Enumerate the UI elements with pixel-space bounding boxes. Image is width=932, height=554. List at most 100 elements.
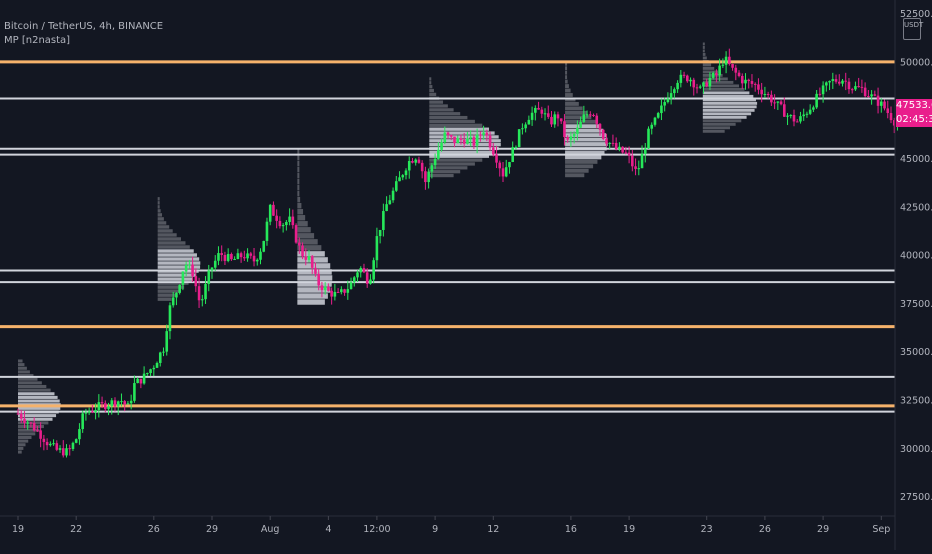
candle-body — [475, 134, 479, 146]
candle-body — [569, 136, 573, 140]
candle-body — [459, 138, 463, 140]
volume-profile-row — [18, 406, 61, 410]
volume-profile-row — [429, 85, 433, 89]
candle-body — [175, 292, 178, 298]
candle-body — [424, 171, 427, 183]
candle-body — [275, 215, 278, 221]
candle-body — [469, 137, 472, 139]
volume-profile-row — [297, 209, 304, 215]
candle-body — [682, 74, 686, 76]
candle-body — [317, 273, 320, 286]
volume-profile-row — [702, 122, 736, 126]
candle-body — [527, 119, 531, 125]
candle-body — [760, 89, 763, 95]
candle-body — [294, 225, 298, 243]
candle-body — [783, 104, 786, 117]
candle-body — [728, 56, 731, 64]
volume-profile-row — [297, 196, 301, 203]
volume-profile-row — [565, 110, 587, 115]
candle-body — [834, 79, 838, 82]
volume-profile-row — [702, 84, 740, 88]
volume-profile-row — [565, 151, 605, 155]
volume-profile-row — [297, 239, 318, 245]
candle-body — [456, 138, 460, 144]
candle-body — [91, 411, 94, 413]
candle-body — [479, 134, 482, 136]
price-axis-label: 32500.00 — [900, 396, 932, 407]
candle-body — [757, 84, 760, 90]
volume-profile-row — [702, 63, 712, 67]
candle-body — [828, 80, 831, 83]
currency-badge[interactable]: USDT — [903, 18, 923, 40]
candle-body — [87, 411, 91, 413]
candle-body — [521, 128, 524, 130]
candle-body — [430, 165, 434, 172]
volume-profile-row — [18, 359, 23, 363]
volume-profile-row — [18, 414, 57, 418]
volume-profile-row — [565, 164, 594, 169]
symbol-title[interactable]: Bitcoin / TetherUS, 4h, BINANCE — [4, 21, 164, 32]
volume-profile-row — [429, 88, 434, 93]
candle-body — [194, 276, 198, 287]
time-axis-label: 12 — [487, 524, 499, 535]
candle-body — [184, 265, 188, 272]
candle-body — [29, 422, 33, 424]
candle-body — [892, 120, 896, 126]
price-axis-label: 50000.00 — [900, 57, 932, 68]
candle-body — [744, 79, 747, 84]
candle-body — [611, 142, 615, 144]
candle-body — [58, 448, 62, 450]
volume-profile-row — [429, 173, 454, 178]
candle-body — [272, 204, 275, 216]
candle-body — [669, 93, 673, 99]
candle-body — [734, 67, 738, 73]
candle-body — [139, 378, 143, 384]
candle-body — [637, 168, 641, 170]
candle-body — [860, 86, 864, 88]
volume-profile-row — [18, 399, 60, 403]
chart-legend: Bitcoin / TetherUS, 4h, BINANCE MP [n2na… — [4, 20, 163, 48]
volume-profile-row — [18, 428, 40, 432]
volume-profile-row — [429, 158, 483, 162]
time-axis-label: 29 — [817, 524, 829, 535]
volume-profile-row — [429, 143, 501, 147]
candle-body — [407, 160, 411, 171]
candle-body — [446, 132, 450, 136]
candle-body — [104, 403, 107, 410]
candle-body — [129, 400, 133, 404]
volume-profile-row — [297, 251, 325, 257]
time-axis-label: 19 — [623, 524, 635, 535]
volume-profile-row — [702, 129, 725, 133]
candle-body — [627, 152, 631, 156]
candle-body — [715, 72, 718, 76]
candle-body — [110, 400, 114, 407]
candle-body — [579, 121, 582, 128]
volume-profile-row — [429, 77, 432, 81]
candle-body — [288, 216, 291, 223]
volume-profile-row — [297, 190, 300, 197]
candle-body — [847, 81, 851, 90]
candle-body — [867, 96, 870, 98]
volume-profile-row — [429, 150, 495, 155]
indicator-title[interactable]: MP [n2nasta] — [4, 35, 71, 46]
volume-profile-row — [565, 101, 579, 106]
volume-profile-row — [18, 392, 55, 396]
volume-profile-row — [702, 77, 728, 81]
candle-body — [837, 81, 841, 84]
candle-body — [650, 124, 654, 129]
volume-profile-row — [18, 446, 24, 450]
candle-body — [624, 152, 628, 154]
volume-profile-row — [157, 225, 170, 229]
volume-profile-row — [18, 443, 26, 447]
candle-body — [614, 142, 618, 150]
volume-profile-row — [157, 237, 182, 241]
candle-body — [362, 268, 366, 273]
candle-body — [779, 101, 783, 105]
candle-body — [278, 220, 282, 227]
volume-profile-row — [565, 128, 604, 133]
candle-body — [268, 204, 272, 222]
candle-body — [133, 383, 136, 401]
candle-body — [799, 116, 802, 122]
